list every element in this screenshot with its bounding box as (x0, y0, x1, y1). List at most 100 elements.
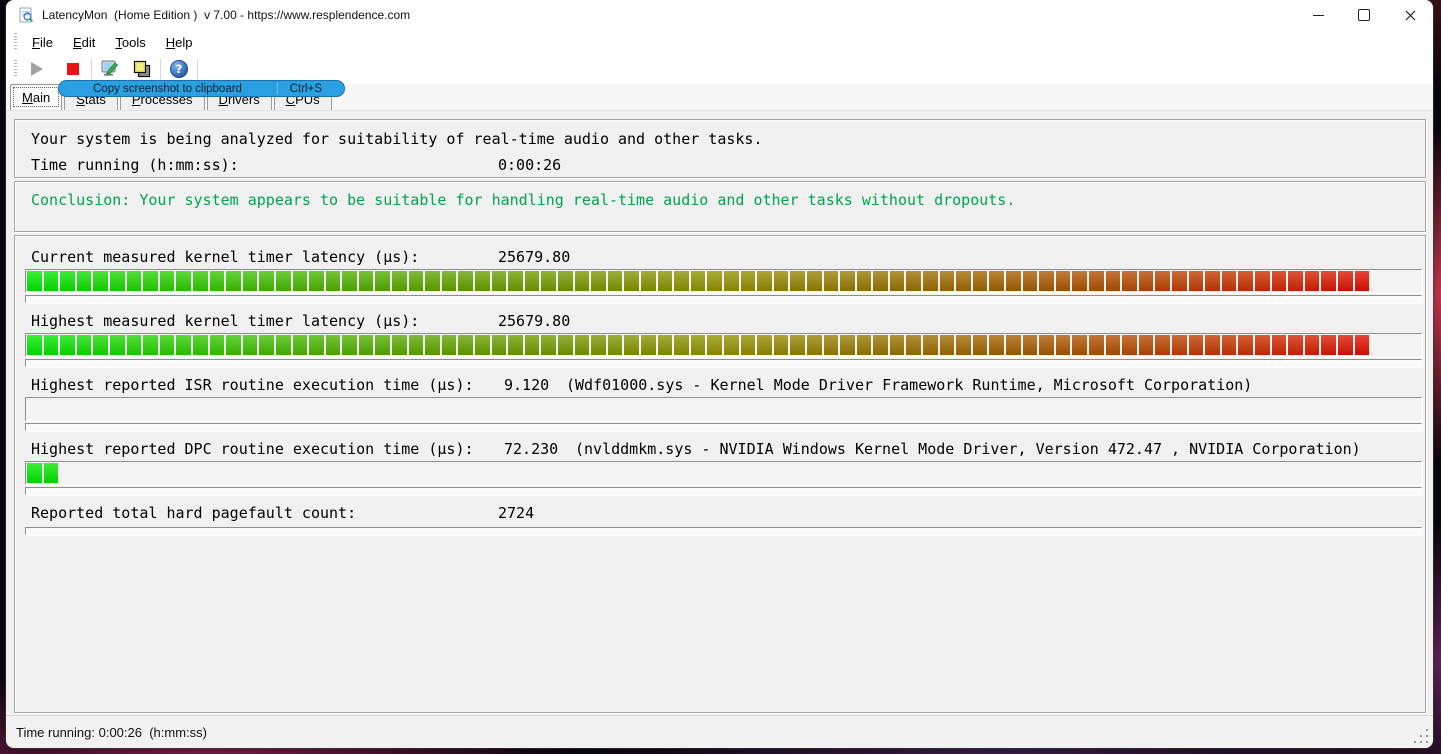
status-text: Time running: 0:00:26 (h:mm:ss) (16, 724, 207, 740)
close-button[interactable] (1387, 0, 1433, 30)
minimize-button[interactable] (1295, 0, 1341, 30)
meter-segment (441, 335, 457, 355)
start-button[interactable] (23, 56, 51, 82)
meter-segment (657, 271, 673, 291)
meter-segment (923, 335, 938, 355)
meter-segment (723, 335, 739, 355)
meter-segment (143, 271, 158, 291)
meter-segment (192, 271, 208, 291)
meter-segment (176, 335, 191, 355)
meter-segment (1321, 335, 1336, 355)
menu-item-edit[interactable]: Edit (72, 34, 96, 50)
meter-segment (375, 335, 391, 355)
meter-segment (707, 335, 722, 355)
meter-segment (425, 271, 440, 291)
meter-segment (1337, 335, 1353, 355)
tooltip-label: Copy screenshot to clipboard (93, 82, 242, 95)
meter-segment (674, 271, 689, 291)
meter-segment (491, 335, 507, 355)
meter-segment (60, 271, 75, 291)
stat-label: Current measured kernel timer latency (µ… (31, 248, 420, 266)
meter-segment (126, 271, 142, 291)
stop-button[interactable] (59, 56, 87, 82)
tooltip-copy-screenshot: Copy screenshot to clipboard Ctrl+S (58, 80, 345, 97)
meter-segment (325, 335, 341, 355)
tooltip-divider (276, 83, 278, 94)
toolbar-gripper[interactable] (14, 60, 17, 78)
meter-segment (1072, 335, 1087, 355)
meter-segment (690, 271, 706, 291)
meter-segment (27, 271, 42, 291)
tab-main[interactable]: Main (10, 84, 63, 110)
stat-value: 9.120 (504, 376, 550, 394)
meter-segment (806, 335, 822, 355)
meter-segment (558, 271, 573, 291)
meter-segment (1039, 271, 1054, 291)
meter-segment (292, 335, 308, 355)
meter-segment (76, 335, 92, 355)
meter-segment (192, 335, 208, 355)
meter-baseline (25, 423, 1422, 431)
time-running-label: Time running (h:mm:ss): (31, 156, 239, 174)
menu-item-file[interactable]: File (32, 34, 53, 50)
stat-row: Highest reported DPC routine execution t… (15, 436, 1425, 495)
stats-box: Current measured kernel timer latency (µ… (14, 235, 1426, 713)
tooltip-shortcut: Ctrl+S (289, 82, 322, 95)
maximize-button[interactable] (1341, 0, 1387, 30)
meter-segment (674, 335, 689, 355)
meter-segment (475, 271, 490, 291)
meter-segment (1122, 271, 1137, 291)
meter-segment (1122, 335, 1137, 355)
status-bar: Time running: 0:00:26 (h:mm:ss) (6, 715, 1433, 748)
analysis-box: Your system is being analyzed for suitab… (14, 119, 1426, 178)
screenshot-tool-button[interactable] (96, 56, 124, 82)
meter-segment (27, 335, 42, 355)
meter-segment (27, 463, 42, 483)
meter-segment (823, 271, 839, 291)
menubar-gripper[interactable] (14, 33, 17, 51)
meter-segment (392, 335, 407, 355)
meter-segment (209, 335, 225, 355)
resize-grip[interactable] (1414, 729, 1428, 743)
meter-segment (242, 271, 258, 291)
app-icon (19, 7, 34, 23)
meter-segment (840, 335, 855, 355)
meter-segment (607, 335, 623, 355)
meter-segment (1271, 335, 1287, 355)
meter-segment (906, 271, 922, 291)
menu-item-tools[interactable]: Tools (115, 34, 146, 50)
meter-segment (1155, 335, 1170, 355)
toolbar-separator (160, 59, 161, 79)
meter-segment (1072, 271, 1087, 291)
help-button[interactable]: ? (165, 56, 193, 82)
meter-segment (624, 271, 639, 291)
meter-segment (1288, 335, 1303, 355)
meter-segment (1205, 271, 1220, 291)
meter-segment (392, 271, 407, 291)
meter-segment (1006, 271, 1021, 291)
meter-segment (43, 271, 59, 291)
stat-value: 25679.80 (498, 312, 571, 330)
meter-segment (574, 271, 590, 291)
meter-segment (275, 335, 291, 355)
meter-segment (375, 271, 391, 291)
meter-segment (1138, 335, 1154, 355)
meter-segment (806, 271, 822, 291)
meter-segment (524, 271, 540, 291)
meter-segment (740, 335, 756, 355)
menu-item-help[interactable]: Help (165, 34, 193, 50)
latency-meter (25, 333, 1422, 357)
meter-segment (226, 271, 241, 291)
meter-segment (425, 335, 440, 355)
copy-screenshot-button[interactable] (128, 56, 156, 82)
meter-segment (109, 271, 125, 291)
meter-segment (1105, 335, 1121, 355)
meter-baseline (25, 487, 1422, 495)
meter-segment (292, 271, 308, 291)
meter-segment (60, 335, 75, 355)
meter-segment (956, 335, 971, 355)
meter-segment (690, 335, 706, 355)
toolbar: ? (6, 54, 1433, 84)
meter-segment (972, 335, 988, 355)
meter-segment (906, 335, 922, 355)
